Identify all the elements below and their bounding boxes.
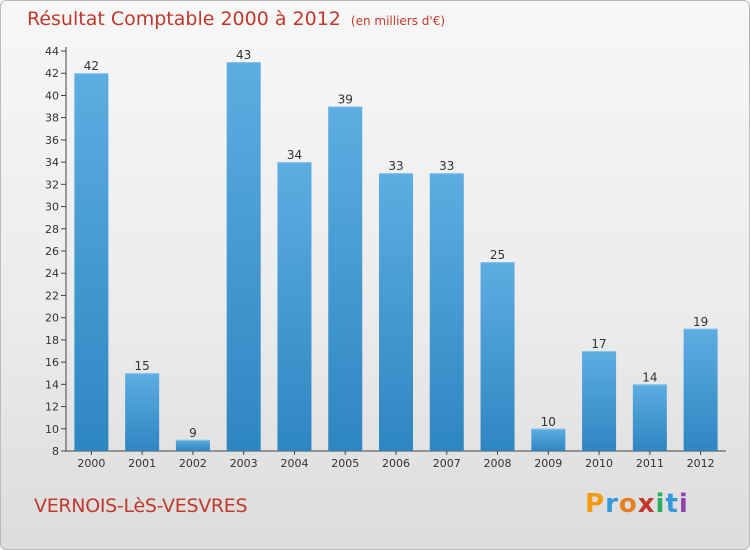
bar-value-label: 25 (490, 248, 505, 262)
y-tick-label: 36 (45, 134, 59, 147)
bar (379, 173, 413, 451)
bar-value-label: 14 (642, 370, 657, 384)
brand-letter: t (665, 489, 679, 519)
brand-logo: Proxiti (585, 489, 689, 519)
y-tick-label: 10 (45, 423, 59, 436)
y-tick-label: 14 (45, 378, 59, 391)
bar (277, 162, 312, 451)
bar (683, 328, 718, 451)
y-tick-label: 22 (45, 289, 59, 302)
x-tick-label: 2009 (534, 457, 562, 470)
brand-letter: r (605, 489, 619, 519)
bar (74, 73, 109, 451)
commune-name: VERNOIS-LèS-VESVRES (34, 495, 248, 517)
bar (328, 106, 363, 452)
bar-value-label: 39 (338, 93, 353, 107)
chart-title: Résultat Comptable 2000 à 2012 (en millie… (27, 8, 445, 30)
x-tick-label: 2007 (433, 457, 461, 470)
x-tick-label: 2010 (585, 457, 613, 470)
bar (429, 173, 464, 451)
bar-value-label: 17 (591, 337, 606, 351)
bar (125, 373, 160, 451)
bar-value-label: 10 (541, 415, 556, 429)
x-tick-label: 2000 (77, 457, 105, 470)
brand-letter: i (655, 489, 666, 519)
y-tick-label: 44 (45, 45, 59, 58)
x-tick-label: 2005 (331, 457, 359, 470)
bar-value-label: 34 (287, 148, 302, 162)
x-tick-label: 2002 (179, 457, 207, 470)
y-tick-label: 24 (45, 267, 59, 280)
bar (531, 428, 566, 451)
x-tick-label: 2001 (128, 457, 156, 470)
x-tick-label: 2004 (280, 457, 308, 470)
y-tick-label: 16 (45, 356, 59, 369)
y-tick-label: 32 (45, 178, 59, 191)
x-tick-label: 2006 (382, 457, 410, 470)
brand-letter: i (678, 489, 689, 519)
y-tick-label: 34 (45, 156, 59, 169)
bar-value-label: 42 (84, 59, 99, 73)
bar-value-label: 15 (135, 359, 150, 373)
y-tick-label: 18 (45, 334, 59, 347)
y-tick-label: 8 (52, 445, 59, 458)
x-tick-label: 2011 (636, 457, 664, 470)
chart-title-text: Résultat Comptable 2000 à 2012 (27, 8, 341, 30)
y-tick-label: 38 (45, 112, 59, 125)
x-tick-label: 2008 (484, 457, 512, 470)
brand-letter: P (585, 489, 606, 519)
bar-value-label: 43 (236, 48, 251, 62)
y-tick-label: 30 (45, 201, 59, 214)
bar (175, 439, 210, 451)
y-tick-label: 42 (45, 67, 59, 80)
bar-value-label: 33 (439, 159, 454, 173)
bar-value-label: 33 (388, 159, 403, 173)
x-tick-label: 2012 (687, 457, 715, 470)
y-tick-label: 28 (45, 223, 59, 236)
bar (582, 351, 617, 451)
bar (480, 262, 515, 451)
y-tick-label: 26 (45, 245, 59, 258)
x-tick-label: 2003 (230, 457, 258, 470)
chart-unit-text: (en milliers d'€) (350, 14, 446, 28)
bar (632, 384, 667, 451)
y-tick-label: 40 (45, 89, 59, 102)
bar-value-label: 9 (189, 426, 197, 440)
bar-value-label: 19 (693, 315, 708, 329)
bar (226, 62, 261, 451)
brand-letter: o (618, 489, 638, 519)
y-tick-label: 12 (45, 401, 59, 414)
y-tick-label: 20 (45, 312, 59, 325)
brand-letter: x (637, 489, 656, 519)
